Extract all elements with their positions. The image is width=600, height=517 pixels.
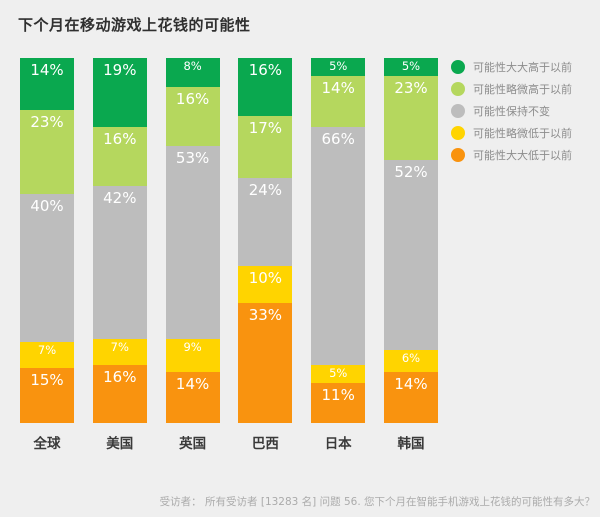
bar-segment: 16% [165,87,220,146]
segment-value-label: 17% [248,119,283,138]
bar-column-日本: 5% 14% 66% 5% 11% 日本 [311,58,366,452]
bar-segment: 66% [311,126,366,366]
legend-color-dot [451,148,465,162]
segment-value-label: 33% [248,305,283,324]
segment-value-label: 23% [394,79,428,98]
category-label: 英国 [179,436,207,452]
legend-item: 可能性保持不变 [451,100,572,122]
bar-segment: 33% [238,302,293,423]
segment-value-label: 16% [248,61,283,79]
segment-value-label: 24% [248,181,283,200]
segment-value-label: 14% [175,374,210,393]
bar-column-美国: 19% 16% 42% 7% 16% 美国 [92,58,147,452]
legend-label: 可能性大大低于以前 [473,149,572,162]
segment-value-label: 66% [321,129,355,148]
bar-segment: 24% [238,178,293,267]
bar-segment: 5% [311,365,366,384]
bar-segment: 52% [383,160,438,350]
segment-value-label: 14% [394,374,428,393]
chart-legend: 可能性大大高于以前 可能性略微高于以前 可能性保持不变可能性略微低于以前 可能性大大低… [451,56,572,166]
bar-segment: 6% [383,349,438,372]
segment-value-label: 5% [329,366,348,381]
bar-column-全球: 14% 23% 40% 7% 15% 全球 [20,58,74,452]
bar-segment: 16% [92,127,147,186]
legend-label: 可能性略微高于以前 [473,83,572,96]
bar-stack: 5% 14% 66% 5% 11% [311,58,366,423]
bar-segment: 7% [92,339,147,365]
bar-segment: 7% [20,341,74,368]
bar-segment: 42% [92,185,147,340]
category-label: 全球 [33,436,61,452]
bar-segment: 14% [165,371,220,423]
segment-value-label: 7% [37,342,57,357]
segment-value-label: 53% [175,148,210,167]
segment-value-label: 16% [175,90,210,109]
bar-segment: 23% [20,109,74,195]
bar-segment: 11% [311,383,366,423]
legend-item: 可能性大大低于以前 [451,144,572,166]
bar-segment: 53% [165,145,220,340]
legend-color-dot [451,82,465,96]
stacked-bar-chart: 14% 23% 40% 7% 15% 全球 19% 16% 42% 7% 16% 美国 8% 16% 53%… [20,58,438,458]
bar-segment: 14% [20,58,74,110]
bar-segment: 16% [92,364,147,423]
bar-segment: 5% [311,58,366,77]
bar-column-英国: 8% 16% 53% 9% 14% 英国 [165,58,220,452]
bar-column-韩国: 5% 23% 52% 6% 14% 韩国 [383,58,438,452]
segment-value-label: 42% [103,188,137,207]
bar-segment: 40% [20,194,74,342]
bar-stack: 5% 23% 52% 6% 14% [383,58,438,423]
legend-label: 可能性保持不变 [473,105,550,118]
bar-segment: 14% [383,371,438,423]
bar-stack: 16% 17% 24% 10% 33% [238,58,293,423]
legend-label: 可能性大大高于以前 [473,61,572,74]
segment-value-label: 40% [30,197,64,216]
bar-segment: 19% [92,58,147,128]
segment-value-label: 6% [401,350,421,365]
chart-title: 下个月在移动游戏上花钱的可能性 [18,16,251,34]
segment-value-label: 15% [30,370,64,389]
segment-value-label: 23% [30,112,64,131]
category-label: 巴西 [251,436,279,452]
segment-value-label: 11% [321,386,355,405]
segment-value-label: 8% [183,59,202,73]
legend-label: 可能性略微低于以前 [473,127,572,140]
bar-column-巴西: 16% 17% 24% 10% 33% 巴西 [238,58,293,452]
category-label: 日本 [324,436,352,452]
legend-color-dot [451,60,465,74]
bar-stack: 19% 16% 42% 7% 16% [92,58,147,423]
segment-value-label: 16% [103,367,137,386]
bar-segment: 23% [383,76,438,161]
segment-value-label: 14% [321,79,355,98]
bar-segment: 17% [238,116,293,179]
legend-color-dot [451,104,465,118]
bar-segment: 9% [165,339,220,372]
source-note: 受访者： 所有受访者 [13283 名] 问题 56. 您下个月在智能手机游戏上… [159,496,595,508]
legend-item: 可能性大大高于以前 [451,56,572,78]
segment-value-label: 5% [329,59,348,73]
segment-value-label: 52% [394,163,428,182]
segment-value-label: 5% [401,59,421,73]
bar-segment: 15% [20,367,74,423]
bar-segment: 5% [383,58,438,77]
category-label: 韩国 [397,436,425,452]
legend-color-dot [451,126,465,140]
legend-item: 可能性略微低于以前 [451,122,572,144]
category-label: 美国 [106,436,134,452]
segment-value-label: 10% [248,269,283,288]
bar-segment: 10% [238,266,293,303]
segment-value-label: 19% [103,61,137,79]
segment-value-label: 14% [30,61,64,79]
segment-value-label: 9% [183,340,202,355]
bar-segment: 8% [165,58,220,88]
bar-segment: 16% [238,58,293,117]
bar-stack: 8% 16% 53% 9% 14% [165,58,220,423]
legend-item: 可能性略微高于以前 [451,78,572,100]
segment-value-label: 16% [103,130,137,149]
segment-value-label: 7% [110,340,129,355]
bar-segment: 14% [311,76,366,127]
bar-stack: 14% 23% 40% 7% 15% [20,58,74,423]
